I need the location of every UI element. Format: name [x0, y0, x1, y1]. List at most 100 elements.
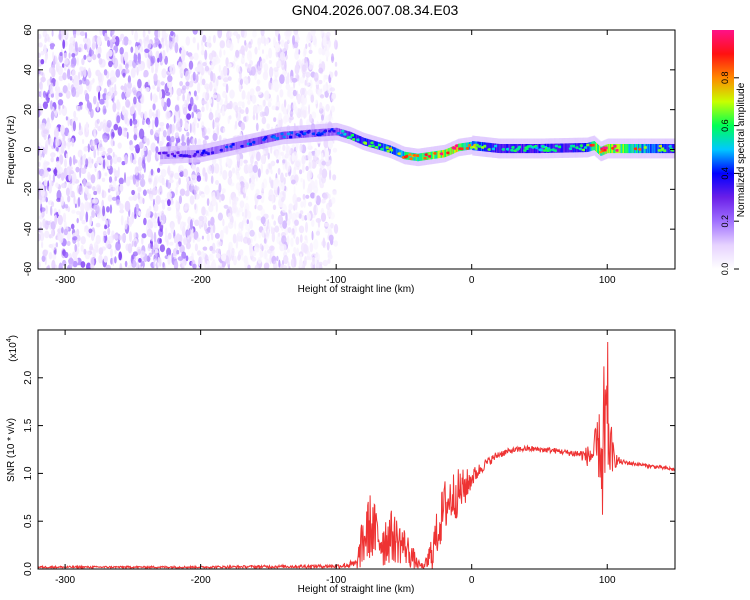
spectrogram-noise-cell: [148, 178, 152, 183]
spectrogram-noise-cell: [69, 186, 72, 198]
spectrogram-noise-cell: [38, 52, 41, 59]
spectrogram-noise-cell: [218, 64, 221, 73]
spectrogram-ridge-cell: [654, 144, 656, 154]
spectrogram-noise-cell: [117, 126, 123, 136]
spectrogram-noise-cell: [291, 152, 295, 162]
spectrogram-noise-cell: [235, 120, 238, 130]
spectrogram-noise-cell: [85, 93, 90, 102]
spectrogram-noise-cell: [72, 120, 76, 132]
spectrogram-ridge-cell: [286, 131, 289, 139]
spectrogram-noise-cell: [219, 49, 222, 58]
spectrogram-noise-cell: [142, 146, 147, 151]
spectrogram-ridge-cell: [617, 144, 619, 154]
spectrogram-noise-cell: [50, 228, 54, 239]
spectrogram-noise-cell: [161, 213, 166, 224]
spectrogram-noise-cell: [243, 116, 247, 122]
spectrogram-noise-cell: [247, 99, 251, 105]
spectrogram-noise-cell: [80, 167, 87, 174]
spectrogram-noise-cell: [246, 256, 249, 266]
spectrogram-noise-cell: [92, 248, 96, 260]
spectrogram-noise-cell: [67, 139, 71, 150]
spectrogram-noise-cell: [318, 79, 323, 85]
spectrogram-noise-cell: [256, 90, 262, 95]
spectrogram-noise-cell: [211, 163, 215, 174]
spectrogram-ridge-cell: [251, 138, 253, 147]
spectrogram-noise-cell: [285, 172, 288, 177]
spectrogram-noise-cell: [259, 249, 264, 258]
spectrogram-ridge-cell: [487, 142, 489, 152]
spectrogram-noise-cell: [282, 264, 288, 269]
spectrogram-noise-cell: [184, 202, 190, 210]
spectrogram-noise-cell: [226, 103, 232, 110]
spectrogram-noise-cell: [86, 99, 90, 109]
spectrogram-noise-cell: [96, 171, 99, 181]
spectrogram-noise-cell: [256, 195, 262, 200]
spectrogram-noise-cell: [181, 251, 187, 259]
spectrogram-noise-cell: [77, 196, 81, 208]
spectrogram-xtick-label: -300: [55, 275, 75, 286]
spectrogram-noise-cell: [80, 69, 84, 77]
spectrogram-noise-cell: [201, 126, 207, 136]
spectrogram-ridge-cell: [588, 142, 590, 152]
spectrogram-noise-cell: [331, 92, 337, 100]
spectrogram-noise-cell: [176, 95, 180, 101]
spectrogram-noise-cell: [189, 55, 194, 60]
spectrogram-noise-cell: [38, 33, 42, 40]
spectrogram-noise-cell: [117, 166, 120, 177]
spectrogram-noise-cell: [54, 214, 58, 226]
spectrogram-noise-cell: [160, 168, 167, 178]
spectrogram-noise-cell: [302, 108, 308, 119]
spectrogram-noise-cell: [104, 172, 108, 177]
spectrogram-noise-cell: [293, 256, 297, 268]
spectrogram-noise-cell: [185, 255, 189, 262]
spectrogram-noise-cell: [321, 168, 328, 179]
spectrogram-noise-cell: [268, 47, 273, 59]
spectrogram-noise-cell: [115, 199, 121, 207]
spectrogram-noise-cell: [308, 113, 313, 123]
spectrogram-ridge-peak: [303, 132, 308, 135]
spectrogram-noise-cell: [222, 169, 228, 181]
spectrogram-noise-cell: [161, 68, 167, 79]
spectrogram-ridge-cell: [235, 141, 238, 150]
spectrogram-noise-cell: [76, 47, 82, 52]
spectrogram-noise-cell: [124, 172, 126, 184]
spectrogram-noise-cell: [127, 81, 132, 90]
spectrogram-noise-cell: [249, 88, 255, 96]
spectrogram-noise-cell: [234, 105, 239, 113]
spectrogram-noise-cell: [332, 147, 338, 153]
spectrogram-noise-cell: [120, 215, 124, 226]
spectrogram-noise-cell: [103, 69, 108, 76]
spectrogram-noise-cell: [114, 256, 117, 264]
spectrogram-noise-cell: [315, 261, 321, 269]
spectrogram-ridge-cell: [552, 143, 554, 153]
spectrogram-noise-cell: [268, 222, 271, 230]
spectrogram-noise-cell: [268, 163, 271, 170]
spectrogram-noise-cell: [333, 223, 339, 234]
spectrogram-ridge-cell: [374, 141, 377, 149]
spectrogram-noise-cell: [299, 234, 303, 243]
spectrogram-noise-cell: [211, 232, 214, 241]
chart-title: GN04.2026.007.08.34.E03: [291, 2, 459, 18]
spectrogram-noise-cell: [270, 169, 273, 175]
spectrogram-ridge-cell: [372, 140, 374, 148]
spectrogram-ridge-cell: [486, 142, 488, 152]
spectrogram-ridge-cell: [309, 129, 311, 138]
spectrogram-noise-cell: [308, 49, 313, 54]
spectrogram-noise-cell: [179, 188, 186, 196]
spectrogram-noise-cell: [119, 183, 124, 192]
spectrogram-noise-cell: [271, 232, 276, 243]
spectrogram-noise-cell: [193, 90, 197, 97]
spectrogram-noise-cell: [198, 256, 203, 267]
colorbar-label: Normalized spectral amplitude: [736, 82, 747, 217]
spectrogram-ridge-cell: [212, 147, 214, 155]
spectrogram-noise-cell: [44, 250, 49, 255]
spectrogram-noise-cell: [196, 175, 202, 182]
spectrogram-noise-cell: [52, 253, 57, 260]
spectrogram-noise-cell: [66, 68, 71, 80]
spectrogram-noise-cell: [164, 227, 168, 237]
spectrogram-noise-cell: [240, 45, 245, 55]
spectrogram-ridge-cell: [163, 151, 165, 160]
spectrogram-ridge-cell: [489, 142, 491, 152]
spectrogram-noise-cell: [82, 154, 86, 166]
spectrogram-noise-cell: [308, 104, 311, 115]
